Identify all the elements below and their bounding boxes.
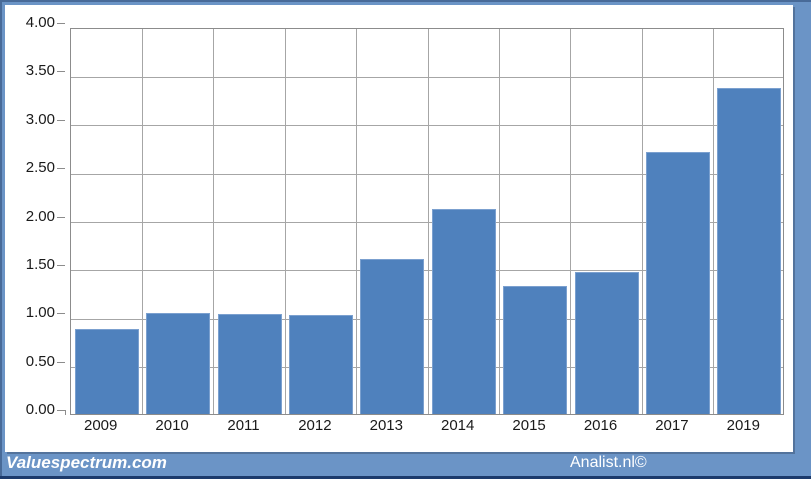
- gridline-horizontal: [71, 222, 783, 223]
- bar: [574, 272, 639, 414]
- y-tick-label: 0.50: [25, 352, 55, 370]
- bar: [360, 259, 425, 414]
- x-axis-tick: [65, 410, 66, 415]
- x-tick-label: 2010: [155, 417, 189, 434]
- bar: [74, 329, 139, 414]
- bar: [645, 152, 710, 414]
- y-axis-tick: [57, 216, 65, 218]
- plot-area: [70, 28, 784, 415]
- y-axis-tick: [57, 361, 65, 363]
- gridline-horizontal: [71, 125, 783, 127]
- x-tick-label: 2019: [726, 417, 760, 434]
- bar: [503, 286, 568, 414]
- y-axis-tick: [57, 168, 65, 170]
- gridline-vertical: [641, 29, 643, 414]
- gridline-vertical: [213, 29, 215, 414]
- x-tick-label: 2009: [84, 417, 118, 434]
- y-axis-tick: [57, 119, 65, 121]
- y-axis-tick: [57, 23, 65, 24]
- credit-watermark: Analist.nl©: [570, 454, 647, 471]
- x-tick-label: 2014: [441, 417, 475, 434]
- gridline-vertical: [713, 29, 715, 414]
- gridline-horizontal: [71, 270, 783, 272]
- bar: [431, 209, 496, 414]
- gridline-vertical: [427, 29, 429, 414]
- gridline-vertical: [284, 29, 286, 414]
- y-axis-tick: [57, 410, 65, 411]
- y-axis-tick: [57, 71, 65, 73]
- bar: [146, 313, 211, 414]
- x-tick-label: 2016: [583, 417, 618, 434]
- gridline-vertical: [570, 29, 572, 414]
- x-tick-label: 2013: [369, 417, 403, 434]
- gridline-vertical: [356, 29, 358, 414]
- gridline-horizontal: [71, 173, 783, 175]
- gridline-vertical: [141, 29, 143, 414]
- brand-watermark: Valuespectrum.com: [6, 453, 167, 472]
- x-tick-label: 2011: [227, 417, 260, 434]
- gridline-horizontal: [71, 76, 783, 78]
- chart-panel: 4.00 3.50 3.00 2.50 2.00 1.50 1.00 0.50 0.00 2009…: [5, 5, 793, 452]
- y-tick-label: 1.00: [25, 304, 55, 322]
- x-tick-label: 2015: [512, 417, 546, 434]
- bar: [717, 88, 782, 414]
- footer-bar: Valuespectrum.com Analist.nl©: [0, 452, 811, 476]
- x-tick-label: 2017: [655, 417, 689, 434]
- gridline-horizontal: [71, 367, 783, 369]
- y-tick-label: 0.00: [25, 401, 55, 418]
- gridline-horizontal: [71, 318, 783, 320]
- y-axis-tick: [57, 313, 65, 315]
- footer-accent-line: [0, 476, 811, 479]
- bar: [217, 314, 282, 414]
- y-tick-label: 3.00: [25, 110, 55, 128]
- y-tick-label: 4.00: [25, 14, 55, 31]
- x-tick-label: 2012: [298, 417, 332, 434]
- y-tick-label: 2.50: [25, 159, 55, 177]
- y-axis-tick: [57, 264, 65, 266]
- y-tick-label: 2.00: [25, 207, 55, 225]
- y-tick-label: 1.50: [25, 255, 55, 273]
- bar: [288, 315, 353, 414]
- y-tick-label: 3.50: [25, 62, 55, 80]
- gridline-vertical: [498, 29, 500, 414]
